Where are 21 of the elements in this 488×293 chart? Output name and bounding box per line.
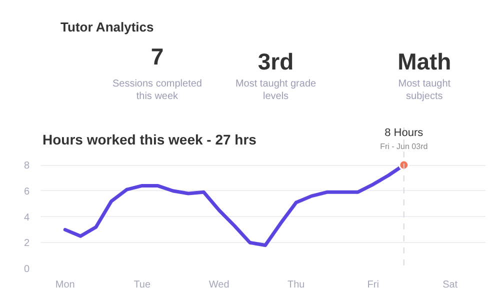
y-tick-label: 0	[24, 264, 30, 275]
text: Math	[398, 48, 452, 74]
y-tick-label: 8	[24, 160, 30, 172]
x-tick-label: Thu	[287, 280, 305, 290]
annotation: 8 Hours	[384, 127, 424, 140]
text: 7	[150, 44, 164, 70]
text: Sessions completed this week	[112, 78, 202, 102]
x-tick-label: Tue	[134, 280, 151, 290]
x-tick-label: Mon	[55, 280, 75, 290]
x-tick-label: Fri	[367, 280, 379, 290]
text: Most taught grade levels	[235, 78, 317, 102]
text: Tutor Analytics	[60, 20, 154, 34]
x-tick-label: Wed	[208, 280, 230, 290]
annotation: Fri - Jun 03rd	[380, 142, 428, 152]
y-tick-label: 4	[24, 212, 30, 224]
text: Most taught subjects	[398, 78, 451, 102]
x-tick-label: Sat	[442, 280, 458, 290]
chart-title: Hours worked this week - 27 hrs	[42, 132, 257, 148]
y-tick-label: 6	[24, 186, 30, 198]
text: 3rd	[258, 48, 294, 74]
y-tick-label: 2	[24, 238, 30, 250]
